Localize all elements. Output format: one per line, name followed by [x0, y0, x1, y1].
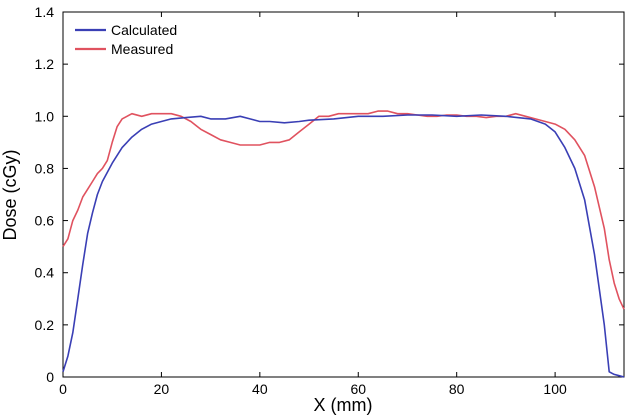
legend: Calculated Measured — [75, 22, 177, 57]
x-tick-label: 0 — [59, 381, 67, 397]
y-tick-label: 0.8 — [35, 160, 55, 176]
series-line-measured — [62, 110, 625, 310]
x-tick-label: 20 — [154, 381, 170, 397]
series-line-calculated — [62, 114, 625, 378]
y-tick-label: 0 — [46, 369, 54, 385]
x-tick-label: 40 — [252, 381, 268, 397]
x-axis-title: X (mm) — [314, 395, 373, 415]
x-tick-label: 60 — [350, 381, 366, 397]
x-axis: 0 20 40 60 80 100 — [59, 12, 567, 397]
x-tick-label: 80 — [449, 381, 465, 397]
plot-frame — [62, 11, 625, 378]
legend-label-measured: Measured — [111, 41, 173, 57]
y-tick-label: 0.6 — [35, 213, 55, 229]
series-lines — [62, 110, 625, 378]
y-tick-label: 1.0 — [35, 108, 55, 124]
y-axis: 0 0.2 0.4 0.6 0.8 1.0 1.2 1.4 — [35, 4, 624, 385]
legend-label-calculated: Calculated — [111, 22, 177, 38]
x-tick-label: 100 — [543, 381, 567, 397]
y-tick-label: 1.4 — [35, 4, 55, 20]
y-axis-title: Dose (cGy) — [0, 149, 20, 240]
y-tick-label: 0.4 — [35, 265, 55, 281]
y-tick-label: 0.2 — [35, 317, 55, 333]
y-tick-label: 1.2 — [35, 56, 55, 72]
